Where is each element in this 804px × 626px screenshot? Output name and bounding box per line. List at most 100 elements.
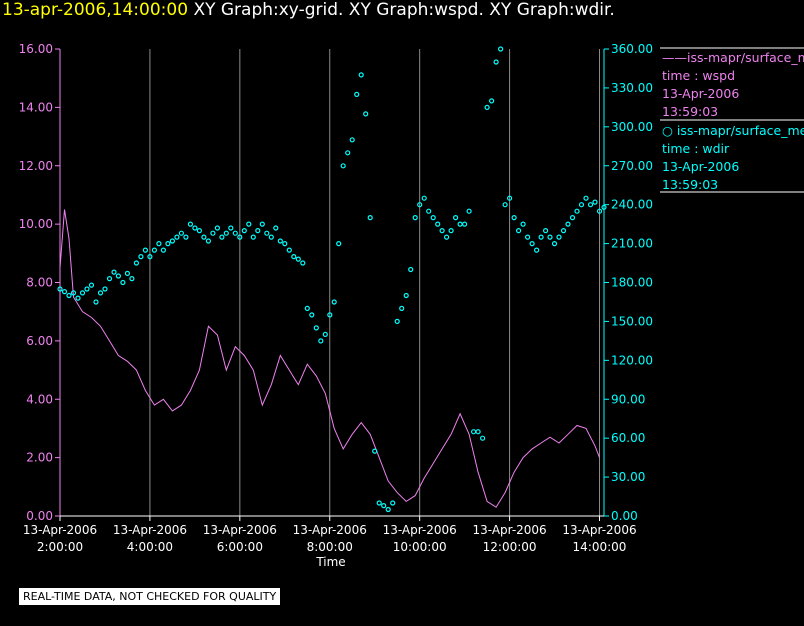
wdir-point bbox=[169, 238, 175, 244]
wdir-point bbox=[421, 195, 427, 201]
wdir-point bbox=[484, 104, 490, 111]
wdir-point bbox=[569, 215, 576, 221]
wdir-point bbox=[444, 234, 450, 240]
wdir-point bbox=[385, 506, 391, 513]
wdir-point bbox=[241, 228, 247, 234]
wdir-point bbox=[295, 256, 301, 262]
x-tick-date: 13-Apr-2006 bbox=[472, 523, 546, 537]
wdir-point bbox=[151, 247, 157, 253]
wdir-point bbox=[142, 247, 148, 253]
y-right-tick-label: 60.00 bbox=[611, 431, 645, 445]
wdir-point bbox=[471, 429, 477, 435]
x-tick-time: 12:00:00 bbox=[483, 540, 537, 554]
wdir-point bbox=[574, 208, 580, 214]
wdir-point bbox=[336, 241, 342, 247]
y-right-tick-label: 180.00 bbox=[611, 276, 653, 290]
wdir-point bbox=[192, 225, 198, 231]
y-right-tick-label: 360.00 bbox=[611, 42, 653, 56]
wdir-point bbox=[115, 273, 122, 279]
wdir-point bbox=[390, 500, 396, 506]
wdir-point bbox=[273, 225, 279, 231]
wdir-point bbox=[363, 111, 369, 117]
wdir-point bbox=[124, 270, 131, 276]
wdir-point bbox=[556, 234, 562, 240]
wdir-point bbox=[156, 241, 162, 247]
wdir-point bbox=[133, 260, 139, 266]
y-left-tick-label: 4.00 bbox=[26, 392, 53, 406]
wdir-point bbox=[75, 295, 81, 301]
wdir-point bbox=[210, 230, 216, 236]
y-right-tick-label: 90.00 bbox=[611, 392, 645, 406]
wdir-point bbox=[340, 163, 346, 169]
wdir-point bbox=[435, 221, 441, 227]
wdir-point bbox=[529, 241, 535, 247]
x-axis-label: Time bbox=[315, 555, 345, 569]
y-left-tick-label: 10.00 bbox=[19, 217, 53, 231]
wdir-point bbox=[403, 292, 409, 299]
wdir-point bbox=[232, 230, 238, 236]
wdir-point bbox=[331, 299, 337, 305]
y-right-tick-label: 120.00 bbox=[611, 353, 653, 367]
wdir-point bbox=[448, 228, 454, 234]
wdir-point bbox=[282, 241, 288, 247]
y-left-tick-label: 12.00 bbox=[19, 159, 53, 173]
wdir-point bbox=[358, 72, 364, 78]
wdir-point bbox=[511, 215, 517, 221]
wdir-point bbox=[408, 266, 414, 273]
x-tick-date: 13-Apr-2006 bbox=[383, 523, 457, 537]
y-left-tick-label: 14.00 bbox=[19, 100, 53, 114]
tick-labels: 13-Apr-2006 2:00:00 13-Apr-2006 4:00:00 13-A… bbox=[19, 42, 653, 554]
y-left-tick-label: 0.00 bbox=[26, 509, 53, 523]
wdir-point bbox=[259, 221, 265, 227]
wdir-point bbox=[354, 91, 360, 98]
wdir-point bbox=[542, 228, 549, 234]
y-right-tick-label: 210.00 bbox=[611, 237, 653, 251]
wdir-point bbox=[237, 234, 243, 240]
legend-wdir-date: 13-Apr-2006 bbox=[662, 159, 740, 174]
wdir-point bbox=[587, 202, 594, 208]
wdir-point bbox=[538, 234, 544, 240]
wdir-point bbox=[520, 221, 526, 227]
wdir-point bbox=[462, 221, 468, 227]
wdir-point bbox=[457, 221, 463, 227]
wdir-point bbox=[129, 276, 135, 282]
wdir-point bbox=[322, 331, 328, 337]
wdir-point bbox=[138, 254, 144, 260]
wdir-point bbox=[205, 238, 211, 244]
wdir-point bbox=[313, 325, 319, 331]
y-right-tick-label: 0.00 bbox=[611, 509, 638, 523]
y-right-tick-label: 30.00 bbox=[611, 470, 645, 484]
wdir-point bbox=[255, 228, 261, 234]
wdir-point bbox=[426, 208, 432, 214]
wdir-point bbox=[372, 448, 378, 454]
title-datetime: 13-apr-2006,14:00:00 bbox=[2, 0, 189, 20]
legend-wspd: ——iss-mapr/surface_met time : wspd 13-Ap… bbox=[662, 49, 804, 121]
wdir-point bbox=[264, 230, 270, 236]
chart-title: 13-apr-2006,14:00:00 XY Graph:xy-grid. X… bbox=[2, 0, 615, 20]
wdir-point bbox=[187, 221, 193, 227]
wdir-point bbox=[466, 208, 472, 214]
wdir-point bbox=[493, 59, 499, 65]
wdir-point bbox=[160, 247, 166, 253]
wdir-point bbox=[412, 215, 418, 221]
wdir-point bbox=[327, 312, 333, 318]
wdir-point bbox=[507, 195, 513, 201]
wdir-point bbox=[533, 247, 540, 253]
x-tick-time: 6:00:00 bbox=[217, 540, 263, 554]
wdir-point bbox=[102, 286, 108, 292]
x-grid bbox=[149, 49, 601, 516]
title-graph-names: XY Graph:xy-grid. XY Graph:wspd. XY Grap… bbox=[193, 0, 615, 20]
wdir-point bbox=[286, 247, 292, 253]
wdir-point bbox=[578, 202, 585, 208]
x-tick-date: 13-Apr-2006 bbox=[113, 523, 187, 537]
wdir-point bbox=[178, 230, 184, 236]
wdir-point bbox=[97, 290, 104, 296]
wdir-point bbox=[277, 238, 283, 244]
x-tick-date: 13-Apr-2006 bbox=[293, 523, 367, 537]
wdir-point bbox=[79, 290, 86, 296]
wdir-point bbox=[475, 429, 481, 435]
wdir-point bbox=[309, 312, 315, 318]
y-left-tick-label: 6.00 bbox=[26, 334, 53, 348]
x-tick-date: 13-Apr-2006 bbox=[23, 523, 97, 537]
